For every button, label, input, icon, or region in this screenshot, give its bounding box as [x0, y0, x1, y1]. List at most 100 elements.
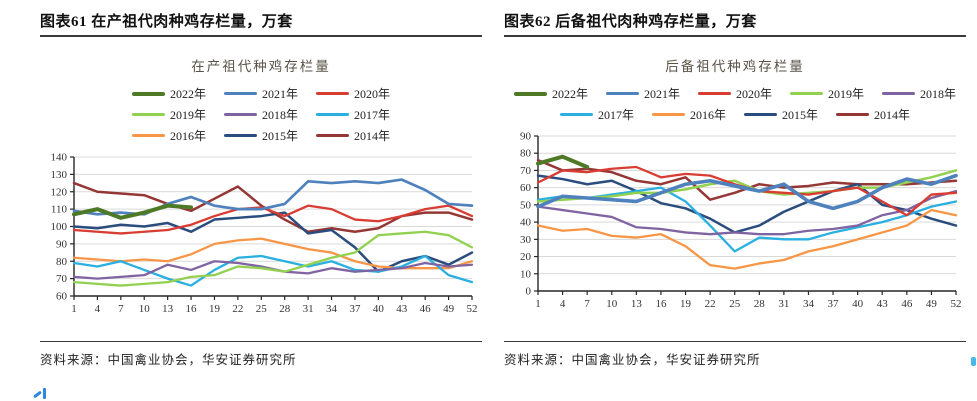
- series-line-2021年: [536, 173, 958, 211]
- legend-swatch: [131, 134, 165, 137]
- y-tick-label: 100: [51, 221, 68, 233]
- x-tick-label: 13: [631, 298, 643, 310]
- x-tick-label: 25: [729, 298, 741, 310]
- legend-item-2014年: 2014年: [836, 106, 910, 123]
- x-tick-label: 34: [326, 303, 338, 315]
- x-tick-label: 28: [754, 298, 766, 310]
- y-tick-label: 90: [520, 131, 532, 143]
- legend-label: 2015年: [782, 108, 819, 122]
- x-tick-label: 16: [186, 303, 198, 315]
- x-tick-label: 49: [926, 298, 938, 310]
- legend-swatch: [131, 113, 165, 116]
- x-tick-label: 52: [467, 303, 478, 315]
- y-tick-label: 110: [51, 204, 68, 216]
- legend-item-2014年: 2014年: [316, 127, 390, 144]
- legend-label: 2017年: [354, 108, 391, 122]
- series-line-2017年: [72, 254, 474, 287]
- series-line-2020年: [72, 204, 474, 235]
- legend-row: 2019年 2018年 2017年: [123, 106, 399, 123]
- x-tick-label: 7: [118, 303, 124, 315]
- x-tick-label: 46: [420, 303, 432, 315]
- legend-label: 2015年: [261, 129, 298, 143]
- legend-label: 2016年: [169, 129, 206, 143]
- series-line-2019年: [536, 169, 958, 203]
- legend-swatch: [744, 113, 777, 116]
- legend-swatch: [836, 113, 870, 116]
- y-tick-label: 40: [520, 217, 532, 229]
- legend-item-2018年: 2018年: [882, 85, 956, 102]
- series-line-2016年: [536, 208, 958, 270]
- x-tick-label: 40: [852, 298, 864, 310]
- y-tick-label: 130: [51, 169, 68, 181]
- x-tick-label: 19: [680, 298, 692, 310]
- left-chart-legend: 2022年 2021年 2020年 2019年 2018年 2017年 2016年 2015年…: [40, 85, 482, 144]
- x-tick-label: 37: [828, 298, 840, 310]
- x-tick-label: 22: [232, 303, 243, 315]
- legend-label: 2022年: [169, 87, 206, 101]
- y-tick-label: 70: [56, 273, 68, 285]
- series-line-2015年: [536, 174, 958, 234]
- x-tick-label: 13: [162, 303, 174, 315]
- legend-swatch: [223, 92, 257, 95]
- x-tick-label: 40: [373, 303, 385, 315]
- x-tick-label: 10: [139, 303, 151, 315]
- x-tick-label: 43: [396, 303, 408, 315]
- series-line-2022年: [536, 154, 590, 169]
- x-tick-label: 16: [655, 298, 667, 310]
- series-line-2019年: [72, 230, 474, 287]
- legend-item-2017年: 2017年: [316, 106, 390, 123]
- stray-mark-right-edge: [971, 357, 976, 366]
- right-chart-title: 后备祖代种鸡存栏量: [665, 59, 805, 74]
- x-tick-label: 31: [303, 303, 314, 315]
- series-line-2020年: [536, 165, 958, 217]
- series-line-2022年: [72, 203, 194, 220]
- legend-label: 2020年: [354, 87, 391, 101]
- series-line-2015年: [72, 211, 474, 273]
- left-chart-canvas: 60 70 80 90 100 110 120 130 140 1 4 7 10 13 16 19 22 25 28…: [51, 152, 478, 316]
- x-tick-label: 37: [349, 303, 361, 315]
- y-tick-label: 80: [520, 148, 532, 160]
- legend-item-2015年: 2015年: [744, 106, 818, 123]
- legend-item-2022年: 2022年: [131, 85, 206, 102]
- legend-item-2017年: 2017年: [559, 106, 634, 123]
- legend-label: 2022年: [551, 87, 588, 101]
- figure-62-title: 图表62 后备祖代肉种鸡存栏量，万套: [504, 10, 966, 37]
- y-tick-label: 140: [51, 152, 68, 164]
- series-line-2018年: [536, 189, 958, 236]
- y-tick-label: 60: [520, 182, 532, 194]
- legend-item-2016年: 2016年: [131, 127, 206, 144]
- right-chart-legend: 2022年 2021年 2020年 2019年 2018年 2017年 2016年 2015年…: [504, 85, 966, 123]
- y-tick-label: 80: [56, 256, 68, 268]
- x-tick-label: 46: [901, 298, 913, 310]
- left-source-note: 资料来源：中国禽业协会，华安证券研究所: [40, 341, 482, 368]
- x-tick-label: 1: [535, 298, 541, 310]
- legend-label: 2017年: [597, 108, 634, 122]
- stray-mark-bottom-left: [33, 390, 42, 399]
- y-tick-label: 60: [56, 291, 68, 303]
- legend-item-2020年: 2020年: [697, 85, 772, 102]
- legend-label: 2014年: [874, 108, 911, 122]
- y-tick-label: 30: [520, 234, 532, 246]
- y-tick-label: 10: [520, 268, 532, 280]
- x-tick-label: 4: [95, 303, 101, 315]
- right-source-note: 资料来源：中国禽业协会，华安证券研究所: [504, 341, 966, 368]
- x-tick-label: 4: [560, 298, 566, 310]
- series-line-2016年: [72, 237, 474, 270]
- legend-item-2021年: 2021年: [605, 85, 680, 102]
- x-tick-label: 25: [256, 303, 268, 315]
- x-tick-label: 10: [606, 298, 618, 310]
- legend-row: 2022年 2021年 2020年 2019年 2018年: [505, 85, 965, 102]
- legend-swatch: [513, 91, 547, 96]
- legend-swatch: [316, 134, 349, 137]
- y-tick-label: 0: [526, 286, 532, 298]
- legend-swatch: [697, 92, 731, 95]
- legend-swatch: [223, 113, 257, 116]
- right-chart-canvas: 0 10 20 30 40 50 60 70 80 90 1 4 7 10 13 16 19 22 25 28 31 34…: [520, 131, 962, 311]
- x-tick-label: 34: [803, 298, 815, 310]
- x-tick-label: 43: [877, 298, 889, 310]
- legend-label: 2021年: [643, 87, 680, 101]
- series-line-2014年: [536, 158, 958, 201]
- stray-mark-bottom-left: [43, 388, 46, 399]
- series-line-2017年: [536, 186, 958, 253]
